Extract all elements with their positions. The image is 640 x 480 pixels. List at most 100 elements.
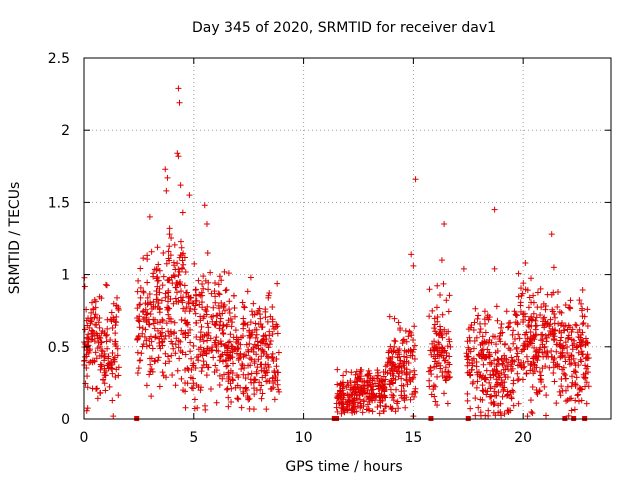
data-point bbox=[555, 288, 562, 295]
data-point bbox=[400, 362, 407, 369]
data-point bbox=[256, 311, 263, 318]
data-point bbox=[428, 351, 435, 358]
data-point bbox=[517, 302, 524, 309]
data-point bbox=[562, 339, 569, 346]
data-point bbox=[400, 336, 407, 343]
data-point bbox=[205, 364, 212, 371]
data-point bbox=[93, 355, 100, 362]
data-point bbox=[530, 359, 537, 366]
data-point bbox=[533, 314, 540, 321]
data-point bbox=[182, 308, 189, 315]
data-point bbox=[228, 323, 235, 330]
data-point bbox=[389, 405, 396, 412]
data-point bbox=[91, 314, 98, 321]
data-point bbox=[113, 343, 120, 350]
data-point bbox=[195, 277, 202, 284]
data-point bbox=[137, 284, 144, 291]
data-point bbox=[260, 350, 267, 357]
data-point bbox=[249, 329, 256, 336]
data-point bbox=[490, 409, 497, 416]
data-point bbox=[525, 322, 532, 329]
data-point bbox=[204, 337, 211, 344]
data-point bbox=[405, 333, 412, 340]
data-point bbox=[192, 302, 199, 309]
data-point bbox=[479, 339, 486, 346]
data-point bbox=[479, 333, 486, 340]
data-point bbox=[103, 282, 110, 289]
data-point bbox=[515, 331, 522, 338]
data-point bbox=[203, 311, 210, 318]
data-point bbox=[490, 401, 497, 408]
data-point bbox=[165, 305, 172, 312]
data-point bbox=[159, 318, 166, 325]
data-point bbox=[162, 360, 169, 367]
data-point bbox=[446, 353, 453, 360]
data-point bbox=[549, 353, 556, 360]
data-point bbox=[536, 346, 543, 353]
data-point bbox=[401, 387, 408, 394]
data-point bbox=[501, 371, 508, 378]
data-point bbox=[526, 323, 533, 330]
data-point bbox=[251, 311, 258, 318]
data-point bbox=[275, 349, 282, 356]
data-point bbox=[534, 391, 541, 398]
data-point bbox=[208, 290, 215, 297]
data-point bbox=[141, 314, 148, 321]
data-point bbox=[83, 407, 90, 414]
data-point bbox=[569, 342, 576, 349]
data-point bbox=[380, 408, 387, 415]
data-point bbox=[210, 354, 217, 361]
data-point bbox=[354, 374, 361, 381]
data-point bbox=[525, 304, 532, 311]
data-point bbox=[187, 326, 194, 333]
data-point bbox=[225, 339, 232, 346]
data-point bbox=[212, 279, 219, 286]
data-point bbox=[361, 397, 368, 404]
data-point bbox=[577, 356, 584, 363]
data-point bbox=[212, 299, 219, 306]
data-point bbox=[238, 365, 245, 372]
data-point bbox=[572, 397, 579, 404]
data-point bbox=[184, 289, 191, 296]
data-point bbox=[465, 326, 472, 333]
data-point bbox=[343, 368, 350, 375]
data-point bbox=[226, 306, 233, 313]
data-point bbox=[494, 380, 501, 387]
data-point bbox=[396, 360, 403, 367]
data-point bbox=[407, 396, 414, 403]
data-point bbox=[144, 279, 151, 286]
data-point bbox=[234, 382, 241, 389]
data-point bbox=[175, 153, 182, 160]
data-point bbox=[381, 385, 388, 392]
data-point bbox=[560, 364, 567, 371]
data-point bbox=[227, 315, 234, 322]
data-point bbox=[340, 372, 347, 379]
data-point bbox=[464, 362, 471, 369]
data-point bbox=[403, 366, 410, 373]
data-point bbox=[556, 363, 563, 370]
data-point bbox=[406, 328, 413, 335]
data-point bbox=[395, 405, 402, 412]
data-point bbox=[258, 361, 265, 368]
data-point bbox=[155, 261, 162, 268]
data-point bbox=[223, 386, 230, 393]
data-point bbox=[166, 225, 173, 232]
data-point bbox=[439, 349, 446, 356]
data-point bbox=[566, 304, 573, 311]
data-point bbox=[139, 308, 146, 315]
data-point bbox=[568, 352, 575, 359]
data-point bbox=[183, 304, 190, 311]
data-point bbox=[84, 373, 91, 380]
data-point bbox=[508, 395, 515, 402]
data-point bbox=[528, 316, 535, 323]
data-point bbox=[216, 357, 223, 364]
data-point bbox=[557, 392, 564, 399]
data-point bbox=[532, 323, 539, 330]
data-point bbox=[519, 290, 526, 297]
data-point bbox=[97, 389, 104, 396]
data-point bbox=[225, 270, 232, 277]
data-point bbox=[528, 340, 535, 347]
data-point bbox=[205, 329, 212, 336]
data-point bbox=[565, 412, 572, 419]
data-point bbox=[503, 362, 510, 369]
